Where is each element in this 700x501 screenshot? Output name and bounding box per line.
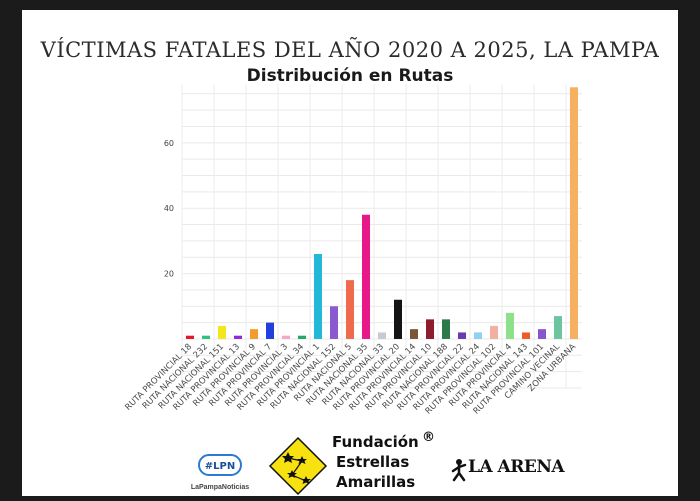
chart-subtitle: Distribución en Rutas <box>246 66 454 86</box>
fundacion-estrellas-amarillas-name: Fundación Estrellas Amarillas <box>332 432 419 492</box>
infographic-card: VÍCTIMAS FATALES DEL AÑO 2020 A 2025, LA… <box>22 10 678 496</box>
bar <box>522 332 530 339</box>
bar <box>458 332 466 339</box>
bar <box>266 322 274 339</box>
y-tick-label: 40 <box>164 204 174 213</box>
bar <box>538 329 546 339</box>
fundacion-line-3: Amarillas <box>336 473 416 491</box>
bar <box>394 299 402 339</box>
registered-mark: ® <box>422 430 435 445</box>
bar <box>570 87 578 339</box>
bar <box>330 306 338 339</box>
y-tick-label: 60 <box>164 139 174 148</box>
bar <box>202 335 210 339</box>
la-arena-figure-icon <box>451 459 467 482</box>
bar <box>298 335 306 339</box>
footer-logos: #LPN LaPampaNoticias Fundación Estrellas… <box>22 430 678 496</box>
bar <box>474 332 482 339</box>
bar <box>362 214 370 339</box>
bar <box>442 319 450 339</box>
bar <box>234 335 242 339</box>
bar <box>554 316 562 339</box>
fundacion-line-1: Fundación <box>332 433 419 451</box>
bar <box>250 329 258 339</box>
la-arena-name: LA ARENA <box>468 457 565 477</box>
bar <box>186 335 194 339</box>
bar <box>490 325 498 339</box>
bar <box>346 280 354 339</box>
bar <box>506 312 514 339</box>
bar <box>282 335 290 339</box>
lapampanoticias-logo: #LPN <box>198 454 242 476</box>
lpn-logo-text: #LPN <box>205 461 235 472</box>
chart-title: VÍCTIMAS FATALES DEL AÑO 2020 A 2025, LA… <box>40 38 660 62</box>
lapampanoticias-name: LaPampaNoticias <box>190 484 250 491</box>
bar <box>314 253 322 339</box>
bar <box>426 319 434 339</box>
estrellas-amarillas-star-icon <box>268 436 328 496</box>
bar <box>410 329 418 339</box>
fundacion-line-2: Estrellas <box>336 453 410 471</box>
bar <box>218 325 226 339</box>
y-tick-label: 20 <box>164 270 174 279</box>
bar <box>378 332 386 339</box>
